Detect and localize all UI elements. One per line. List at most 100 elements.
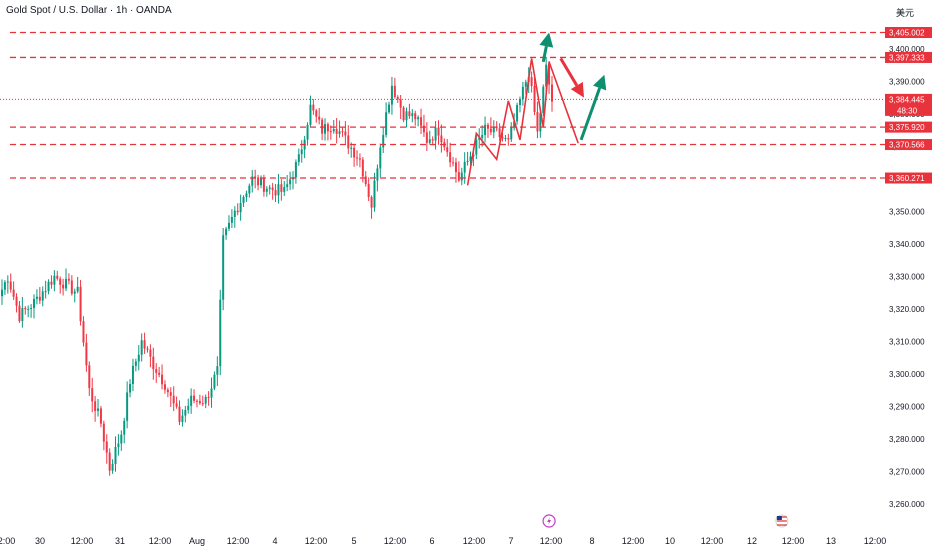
candle-body xyxy=(184,409,187,416)
candle-body xyxy=(251,176,254,186)
candle-body xyxy=(236,210,239,213)
arrow-down-icon xyxy=(570,81,584,98)
y-tick-label: 3,330.000 xyxy=(889,273,925,282)
candle-body xyxy=(309,104,312,125)
candle-body xyxy=(385,112,388,135)
candle-body xyxy=(373,180,376,208)
candle-body xyxy=(364,176,367,185)
candle-body xyxy=(530,77,533,87)
candle-body xyxy=(417,117,420,120)
candle-body xyxy=(315,110,318,117)
candle-body xyxy=(198,400,201,404)
candle-body xyxy=(239,202,242,213)
candle-body xyxy=(408,111,411,117)
candle-body xyxy=(460,172,463,181)
x-tick-label: 12:00 xyxy=(149,536,172,546)
candle-body xyxy=(193,395,196,401)
candle-body xyxy=(495,126,498,129)
candle-body xyxy=(300,149,303,155)
candle-body xyxy=(123,420,126,435)
candle-body xyxy=(376,168,379,181)
candle-body xyxy=(271,187,274,191)
candle-body xyxy=(82,321,85,343)
candle-body xyxy=(335,129,338,134)
candle-body xyxy=(108,452,111,471)
candle-body xyxy=(137,354,140,362)
candle-body xyxy=(1,289,3,297)
level-price-label: 3,360.271 xyxy=(889,174,925,183)
candle-body xyxy=(99,408,102,424)
candle-body xyxy=(486,124,489,129)
x-tick-label: 31 xyxy=(115,536,125,546)
candle-body xyxy=(382,134,385,148)
candle-body xyxy=(428,139,431,143)
candle-body xyxy=(216,366,219,375)
candle-body xyxy=(265,188,268,192)
level-price-label: 3,384.445 xyxy=(889,95,925,104)
symbol-title[interactable]: Gold Spot / U.S. Dollar · 1h · OANDA xyxy=(6,5,172,16)
x-tick-label: 10 xyxy=(665,536,675,546)
y-tick-label: 3,310.000 xyxy=(889,338,925,347)
candle-body xyxy=(248,185,251,194)
candle-body xyxy=(70,280,73,294)
candle-body xyxy=(489,128,492,133)
candle-body xyxy=(411,113,414,117)
candle-body xyxy=(294,162,297,178)
candle-body xyxy=(324,124,327,134)
candle-body xyxy=(504,138,507,140)
candle-body xyxy=(35,296,38,299)
candle-body xyxy=(134,361,137,366)
candle-body xyxy=(414,113,417,120)
candle-body xyxy=(114,447,117,465)
x-tick-label: 12:00 xyxy=(864,536,887,546)
candle-body xyxy=(169,392,172,396)
x-tick-label: 12:00 xyxy=(0,536,15,546)
candle-body xyxy=(318,116,321,120)
projection-zigzag xyxy=(466,58,579,186)
candle-body xyxy=(94,401,97,411)
level-price-label: 3,370.566 xyxy=(889,141,925,150)
x-tick-label: 7 xyxy=(508,536,513,546)
candle-body xyxy=(481,135,484,138)
x-tick-label: 30 xyxy=(35,536,45,546)
candle-body xyxy=(326,124,329,132)
candle-body xyxy=(268,187,271,189)
y-tick-label: 3,340.000 xyxy=(889,240,925,249)
y-tick-label: 3,350.000 xyxy=(889,207,925,216)
candle-body xyxy=(510,127,513,140)
candle-body xyxy=(283,187,286,192)
lightning-glyph xyxy=(547,517,552,525)
candle-body xyxy=(50,281,53,285)
x-tick-label: 5 xyxy=(351,536,356,546)
candle-body xyxy=(120,434,123,444)
candle-body xyxy=(437,127,440,136)
x-tick-label: 12:00 xyxy=(305,536,328,546)
x-tick-label: 12:00 xyxy=(463,536,486,546)
candle-body xyxy=(341,131,344,133)
candle-body xyxy=(47,281,50,292)
candle-body xyxy=(146,348,149,350)
candle-body xyxy=(56,275,59,279)
candle-body xyxy=(478,137,481,140)
candle-body xyxy=(539,113,542,132)
candle-body xyxy=(521,86,524,100)
candle-body xyxy=(286,184,289,188)
candle-body xyxy=(388,104,391,113)
candle-body xyxy=(65,278,68,289)
candle-body xyxy=(356,157,359,159)
candle-body xyxy=(155,369,158,373)
candle-body xyxy=(420,117,423,126)
currency-label[interactable]: 美元 xyxy=(895,8,914,18)
candle-body xyxy=(507,138,510,140)
candle-body xyxy=(67,278,70,281)
candle-body xyxy=(21,308,24,322)
candle-body xyxy=(18,305,21,322)
candle-body xyxy=(390,85,393,105)
candle-body xyxy=(33,298,36,308)
candle-body xyxy=(225,228,228,236)
y-tick-label: 3,290.000 xyxy=(889,403,925,412)
candle-body xyxy=(466,160,469,162)
candle-body xyxy=(181,415,184,422)
candle-body xyxy=(358,158,361,160)
